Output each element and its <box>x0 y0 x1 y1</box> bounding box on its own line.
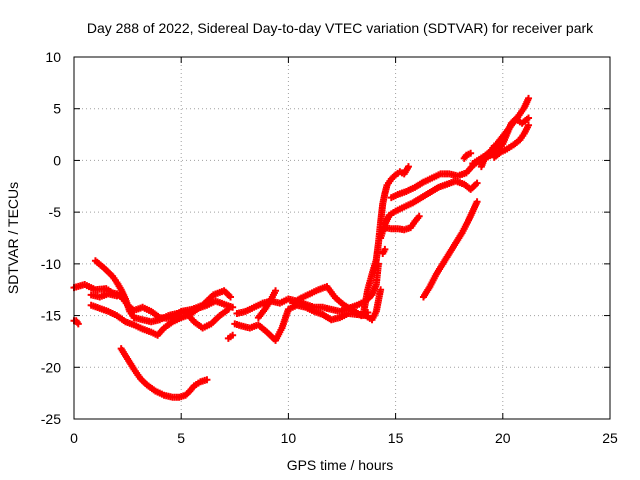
y-axis-tick-labels: -25 -20 -15 -10 -5 0 5 10 <box>41 49 61 427</box>
x-tick-label: 20 <box>495 430 511 446</box>
x-axis-label: GPS time / hours <box>287 457 394 473</box>
series-arc-5 <box>117 345 211 401</box>
series-arc-21 <box>477 142 498 171</box>
series-arc-20 <box>490 121 533 161</box>
data-point <box>203 376 211 384</box>
series-arc-7 <box>224 331 237 342</box>
series-arc-17 <box>419 198 481 301</box>
data-point <box>364 308 372 316</box>
axis-ticks <box>73 56 611 420</box>
x-tick-label: 15 <box>388 430 404 446</box>
y-tick-label: 5 <box>53 101 61 117</box>
series-arc-19 <box>482 114 533 162</box>
y-tick-label: -15 <box>41 308 61 324</box>
series-arc-22 <box>460 149 475 162</box>
y-tick-label: -5 <box>49 204 62 220</box>
data-point <box>229 331 237 339</box>
data-point <box>415 212 423 220</box>
series-arc-2 <box>87 290 121 301</box>
y-tick-label: -20 <box>41 359 61 375</box>
data-point <box>525 114 533 122</box>
data-point <box>490 142 498 150</box>
data-point <box>229 303 237 311</box>
series-arc-16 <box>379 245 389 258</box>
data-point <box>74 320 82 328</box>
grid <box>74 57 610 419</box>
x-tick-label: 25 <box>602 430 618 446</box>
data-point <box>467 149 475 157</box>
x-axis-tick-labels: 0 5 10 15 20 25 <box>70 430 618 446</box>
chart-title: Day 288 of 2022, Sidereal Day-to-day VTE… <box>87 20 594 36</box>
data-point <box>473 179 481 187</box>
series-arc-12 <box>359 163 412 318</box>
data-point <box>404 163 412 171</box>
series-arc-15 <box>387 156 483 202</box>
data-point <box>272 287 280 295</box>
y-tick-label: 10 <box>45 49 61 65</box>
series-arc-14 <box>381 212 423 234</box>
x-tick-label: 10 <box>281 430 297 446</box>
x-tick-label: 0 <box>70 430 78 446</box>
data-points <box>70 94 533 401</box>
x-tick-label: 5 <box>177 430 185 446</box>
series-arc-6 <box>70 317 82 328</box>
data-point <box>227 293 235 301</box>
data-point <box>381 245 389 253</box>
data-point <box>525 94 533 102</box>
data-point <box>473 198 481 206</box>
y-axis-label: SDTVAR / TECUs <box>5 182 21 294</box>
data-point <box>525 121 533 129</box>
data-point <box>113 292 121 300</box>
data-point <box>377 286 385 294</box>
y-tick-label: -25 <box>41 411 61 427</box>
y-tick-label: 0 <box>53 152 61 168</box>
y-tick-label: -10 <box>41 256 61 272</box>
plot-frame <box>73 56 611 420</box>
series-arc-4 <box>87 297 237 339</box>
series-arc-10 <box>254 287 280 322</box>
